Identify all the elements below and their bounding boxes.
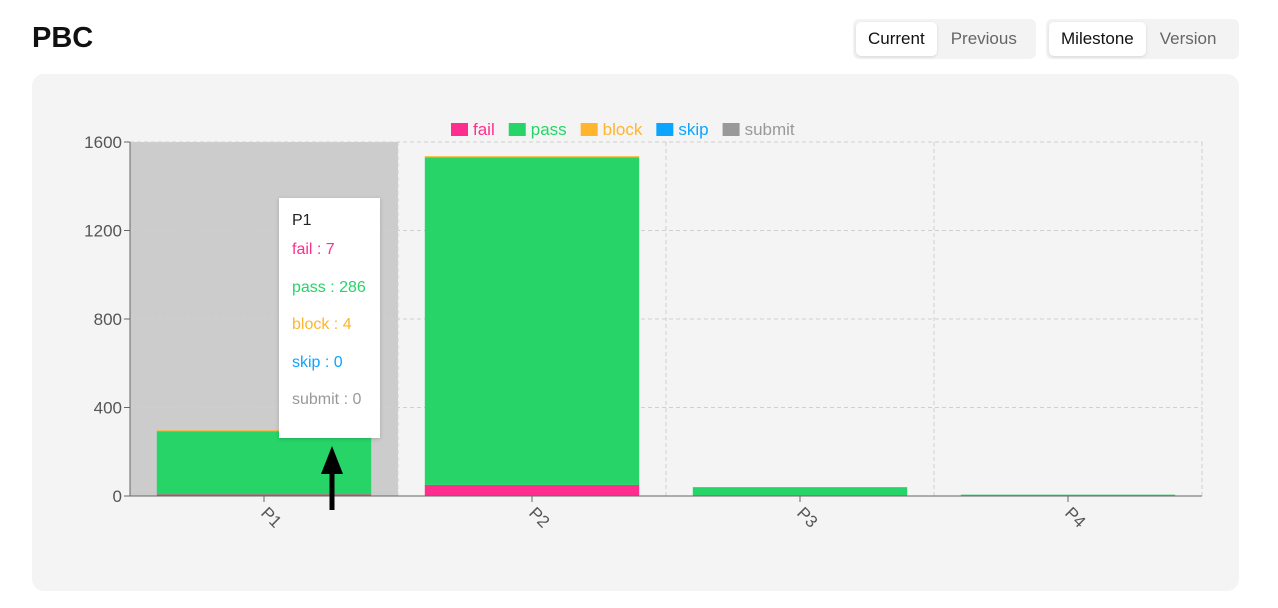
bar-p2-pass [424, 157, 640, 485]
legend-label-pass: pass [531, 120, 567, 139]
legend-swatch-pass [508, 123, 526, 136]
tooltip-row-fail: fail : 7 [292, 241, 335, 258]
legend-label-fail: fail [473, 120, 495, 139]
pointer-arrow-icon [321, 446, 343, 474]
page-title: PBC [32, 22, 94, 54]
y-tick-label: 800 [94, 310, 122, 329]
legend-swatch-submit [722, 123, 740, 136]
milestone-button[interactable]: Milestone [1049, 22, 1146, 56]
y-tick-label: 1600 [84, 133, 122, 152]
legend-swatch-skip [656, 123, 674, 136]
bar-p1-block [156, 430, 372, 432]
tooltip-row-pass: pass : 286 [292, 278, 366, 296]
legend-label-submit: submit [745, 120, 795, 139]
bar-p2-fail [424, 484, 640, 496]
x-tick-label: P3 [793, 503, 821, 531]
bar-p3-pass [692, 487, 908, 496]
legend-label-skip: skip [678, 120, 708, 139]
group-toggle: Milestone Version [1046, 19, 1239, 59]
current-button[interactable]: Current [856, 22, 937, 56]
bar-p4-pass [960, 494, 1176, 496]
tooltip-row-submit: submit : 0 [292, 391, 362, 409]
header: PBC Current Previous Milestone Version [0, 0, 1278, 74]
tooltip-row-block: block : 4 [292, 316, 352, 334]
period-toggle: Current Previous [853, 19, 1036, 59]
x-tick-label: P4 [1061, 503, 1089, 531]
legend-label-block: block [603, 120, 643, 139]
y-tick-label: 0 [113, 487, 122, 506]
x-tick-label: P1 [257, 503, 285, 531]
y-tick-label: 400 [94, 399, 122, 418]
x-tick-label: P2 [525, 503, 553, 531]
previous-button[interactable]: Previous [950, 29, 1017, 48]
tooltip-title: P1 [292, 212, 312, 229]
tooltip-row-skip: skip : 0 [292, 353, 343, 371]
bar-p1-fail [156, 494, 372, 496]
version-button[interactable]: Version [1159, 29, 1217, 48]
bar-p2-block [424, 156, 640, 158]
y-tick-label: 1200 [84, 222, 122, 241]
legend-swatch-fail [451, 123, 468, 136]
chart-tooltip: P1 fail : 7 pass : 286 block : 4 skip : … [279, 198, 380, 438]
legend-swatch-block [580, 123, 598, 136]
bar-p1-pass [156, 431, 372, 495]
